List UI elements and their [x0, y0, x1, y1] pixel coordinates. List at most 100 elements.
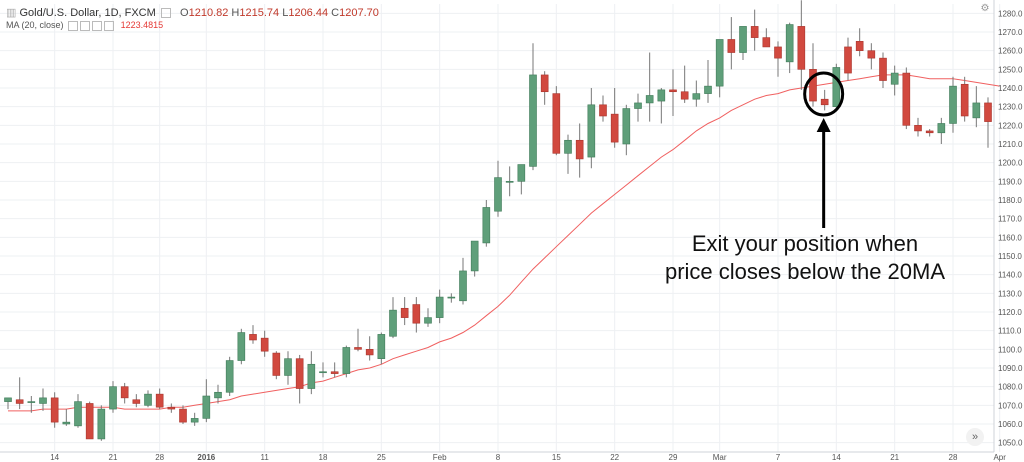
candle-up: [4, 397, 12, 410]
candle-body: [307, 363, 316, 389]
candle-body: [890, 72, 899, 85]
price-tick-label: 1230.0: [998, 103, 1023, 112]
candle-body: [167, 406, 176, 410]
ma-legend[interactable]: MA (20, close) 1223.4815: [6, 20, 163, 31]
candle-up: [319, 362, 327, 378]
collapse-icon[interactable]: ▥: [6, 7, 17, 19]
price-tick-label: 1110.0: [998, 327, 1022, 336]
candle-up: [424, 308, 432, 327]
price-tick-label: 1070.0: [998, 401, 1023, 410]
annotation-layer: [803, 71, 845, 228]
candle-body: [797, 26, 806, 70]
candle-body: [832, 67, 841, 107]
candles-layer: [4, 0, 992, 441]
candle-body: [949, 85, 957, 124]
candle-down: [727, 17, 736, 70]
candle-up: [704, 60, 712, 103]
ma-remove-icon[interactable]: [92, 20, 103, 31]
price-tick-label: 1120.0: [998, 308, 1022, 317]
candle-up: [190, 412, 199, 426]
candle-body: [914, 125, 922, 132]
chart-settings-icon[interactable]: ⚙: [980, 3, 990, 14]
candle-down: [774, 41, 782, 77]
exit-annotation: Exit your position when price closes bel…: [620, 230, 990, 286]
candle-up: [715, 39, 724, 98]
candle-up: [214, 384, 222, 404]
price-tick-label: 1250.0: [998, 65, 1023, 74]
candle-body: [97, 408, 106, 440]
candle-body: [132, 399, 141, 404]
candle-down: [400, 297, 409, 326]
candle-body: [354, 347, 362, 350]
candle-up: [785, 22, 794, 74]
symbol-header[interactable]: ▥ Gold/U.S. Dollar, 1D, FXCM O1210.82 H1…: [6, 6, 379, 19]
candle-body: [15, 399, 24, 404]
candle-down: [167, 403, 176, 413]
candle-body: [960, 83, 969, 117]
annotation-line-1: Exit your position when: [691, 231, 919, 256]
candle-body: [272, 352, 281, 376]
price-tick-label: 1060.0: [998, 420, 1023, 429]
candle-body: [937, 123, 946, 134]
candle-body: [587, 104, 596, 158]
price-tick-label: 1260.0: [998, 47, 1023, 56]
candle-up: [447, 293, 456, 303]
candle-down: [984, 97, 992, 148]
time-tick-label: 21: [890, 453, 899, 462]
candle-down: [155, 388, 164, 410]
visibility-toggle-icon[interactable]: [160, 8, 171, 19]
open-value: 1210.82: [188, 7, 229, 19]
candle-up: [890, 65, 899, 96]
time-tick-label: 18: [319, 453, 328, 462]
candle-down: [960, 76, 969, 122]
candle-down: [540, 71, 549, 105]
candle-up: [517, 164, 526, 195]
candle-body: [634, 102, 642, 109]
candle-body: [342, 347, 351, 374]
ma-more-icon[interactable]: [104, 20, 115, 31]
candle-body: [447, 296, 456, 299]
candle-body: [202, 395, 211, 419]
candle-body: [225, 360, 234, 393]
candle-body: [400, 307, 409, 318]
candle-up: [39, 388, 47, 411]
candle-up: [74, 394, 82, 428]
candle-down: [610, 88, 619, 148]
time-tick-label: 8: [496, 453, 501, 462]
candle-body: [925, 130, 934, 134]
price-tick-label: 1200.0: [998, 159, 1023, 168]
candle-up: [202, 379, 211, 423]
candle-body: [680, 91, 689, 100]
price-axis[interactable]: 1050.0 1060.0 1070.0 1080.0 1090.0 1100.0 1110…: [998, 9, 1023, 447]
ma-settings-icon[interactable]: [80, 20, 91, 31]
candle-down: [925, 129, 934, 137]
candle-down: [85, 401, 94, 440]
time-axis[interactable]: 14 21 28 2016 11 18 25 Feb 8 15 22 29 Mar 7 14 21 28 Apr: [50, 453, 1006, 462]
candle-down: [365, 336, 374, 361]
candle-down: [249, 325, 257, 344]
candle-body: [774, 46, 782, 59]
candle-body: [85, 403, 94, 440]
candle-down: [50, 392, 59, 428]
candle-up: [237, 328, 246, 365]
candle-body: [39, 397, 47, 404]
candle-body: [669, 89, 677, 93]
candle-body: [190, 418, 199, 423]
price-tick-label: 1190.0: [998, 177, 1022, 186]
candle-up: [505, 166, 514, 197]
price-tick-label: 1140.0: [998, 271, 1022, 280]
time-tick-label: 22: [610, 453, 619, 462]
ma-visibility-icon[interactable]: [68, 20, 79, 31]
scroll-to-realtime-icon[interactable]: »: [966, 428, 984, 446]
time-tick-label: 29: [669, 453, 678, 462]
candle-down: [15, 377, 24, 410]
candle-down: [879, 52, 887, 88]
price-tick-label: 1220.0: [998, 121, 1023, 130]
candle-down: [855, 28, 864, 57]
highlight-circle: [803, 71, 845, 117]
candle-down: [330, 362, 339, 378]
candle-down: [179, 405, 187, 424]
candle-body: [540, 74, 549, 93]
candle-body: [50, 397, 59, 423]
